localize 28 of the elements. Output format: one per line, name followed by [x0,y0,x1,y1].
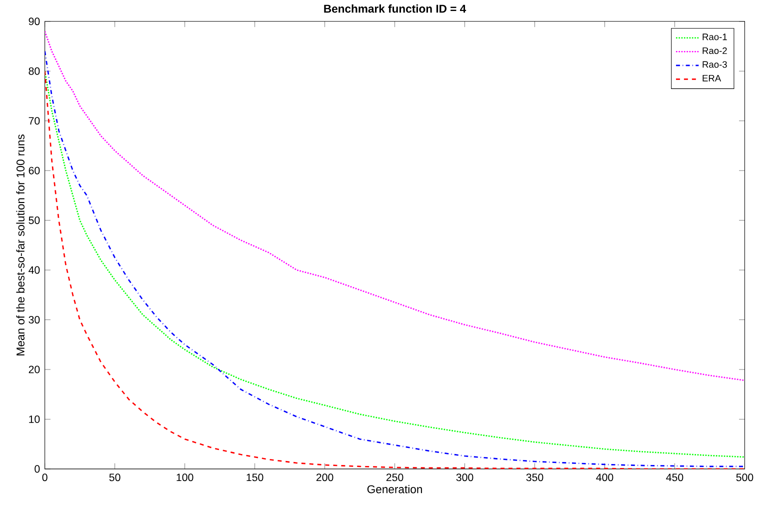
legend-label: Rao-3 [702,61,727,68]
y-tick-label: 80 [28,67,40,75]
y-tick-label: 40 [28,266,40,274]
x-tick-label: 200 [316,474,334,482]
legend-label: Rao-2 [702,48,727,54]
x-tick-label: 0 [42,474,48,482]
y-tick-label: 0 [34,465,40,473]
y-tick-label: 20 [28,366,40,374]
x-axis-title: Generation [367,485,422,494]
x-tick-label: 250 [386,474,404,482]
y-axis-title: Mean of the best-so-far solution for 100 runs [16,134,25,356]
x-tick-label: 50 [109,474,120,482]
x-tick-label: 350 [526,474,544,482]
y-tick-label: 90 [28,18,40,26]
x-tick-label: 150 [246,474,264,482]
x-tick-label: 300 [456,474,474,482]
y-tick-label: 70 [28,117,40,125]
x-tick-label: 500 [736,474,754,482]
chart-title: Benchmark function ID = 4 [324,4,466,13]
y-tick-label: 60 [28,166,40,174]
y-tick-label: 30 [28,316,40,324]
y-tick-label: 50 [28,216,40,224]
x-tick-label: 450 [666,474,684,482]
x-tick-label: 400 [596,474,614,482]
legend-label: Rao-1 [702,34,727,40]
legend-label: ERA [702,75,722,82]
x-tick-label: 100 [176,474,194,482]
y-tick-label: 10 [29,416,40,424]
